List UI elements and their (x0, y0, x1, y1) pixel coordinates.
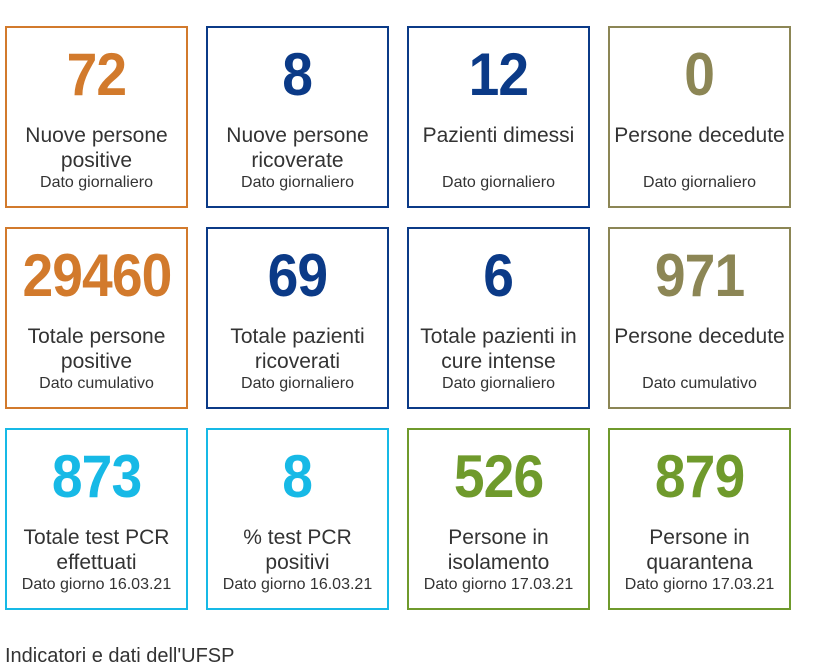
stat-card: 879 Persone in quarantena Dato giorno 17… (608, 428, 791, 610)
stat-card: 8 Nuove persone ricoverate Dato giornali… (206, 26, 389, 208)
stat-subtitle: Dato giornaliero (442, 174, 555, 191)
stat-label: Pazienti dimessi (422, 124, 575, 147)
stat-label: Persone in quarantena (646, 526, 753, 574)
stat-card: 29460 Totale persone positive Dato cumul… (5, 227, 188, 409)
stat-card: 873 Totale test PCR effettuati Dato gior… (5, 428, 188, 610)
stat-value: 6 (483, 242, 515, 309)
stat-label: Totale pazienti ricoverati (230, 325, 365, 373)
footer-text: Indicatori e dati dell'UFSP (5, 645, 235, 667)
stat-label: Totale pazienti in cure intense (420, 325, 577, 373)
stat-value: 526 (453, 443, 544, 510)
stat-subtitle: Dato giornaliero (241, 375, 354, 392)
stat-value: 29460 (22, 242, 172, 309)
stat-subtitle: Dato giornaliero (40, 174, 153, 191)
stat-subtitle: Dato cumulativo (642, 375, 757, 392)
stat-value: 8 (282, 41, 314, 108)
stat-card: 6 Totale pazienti in cure intense Dato g… (407, 227, 590, 409)
stat-subtitle: Dato giorno 17.03.21 (423, 576, 574, 593)
stat-card: 8 % test PCR positivi Dato giorno 16.03.… (206, 428, 389, 610)
stat-subtitle: Dato giorno 17.03.21 (624, 576, 775, 593)
stat-value: 69 (267, 242, 328, 309)
stat-subtitle: Dato giornaliero (241, 174, 354, 191)
stat-label: Totale test PCR effettuati (23, 526, 170, 574)
stat-label: % test PCR positivi (243, 526, 352, 574)
stat-label: Persone decedute (614, 124, 785, 147)
stat-label: Persone decedute (614, 325, 785, 348)
stat-label: Persone in isolamento (447, 526, 550, 574)
stat-card: 971 Persone decedute Dato cumulativo (608, 227, 791, 409)
stats-grid: 72 Nuove persone positive Dato giornalie… (5, 26, 791, 610)
stat-card: 0 Persone decedute Dato giornaliero (608, 26, 791, 208)
stat-subtitle: Dato giornaliero (442, 375, 555, 392)
stat-value: 12 (468, 41, 529, 108)
stat-subtitle: Dato giornaliero (643, 174, 756, 191)
stat-value: 72 (66, 41, 127, 108)
stat-label: Nuove persone positive (25, 124, 168, 172)
stat-card: 526 Persone in isolamento Dato giorno 17… (407, 428, 590, 610)
stat-value: 971 (654, 242, 745, 309)
stat-value: 8 (282, 443, 314, 510)
stat-value: 0 (684, 41, 716, 108)
stat-subtitle: Dato giorno 16.03.21 (222, 576, 373, 593)
stat-subtitle: Dato giorno 16.03.21 (21, 576, 172, 593)
stat-value: 879 (654, 443, 745, 510)
stat-card: 12 Pazienti dimessi Dato giornaliero (407, 26, 590, 208)
stat-card: 69 Totale pazienti ricoverati Dato giorn… (206, 227, 389, 409)
stat-label: Nuove persone ricoverate (226, 124, 369, 172)
stat-label: Totale persone positive (27, 325, 166, 373)
stat-subtitle: Dato cumulativo (39, 375, 154, 392)
stat-value: 873 (51, 443, 142, 510)
stat-card: 72 Nuove persone positive Dato giornalie… (5, 26, 188, 208)
